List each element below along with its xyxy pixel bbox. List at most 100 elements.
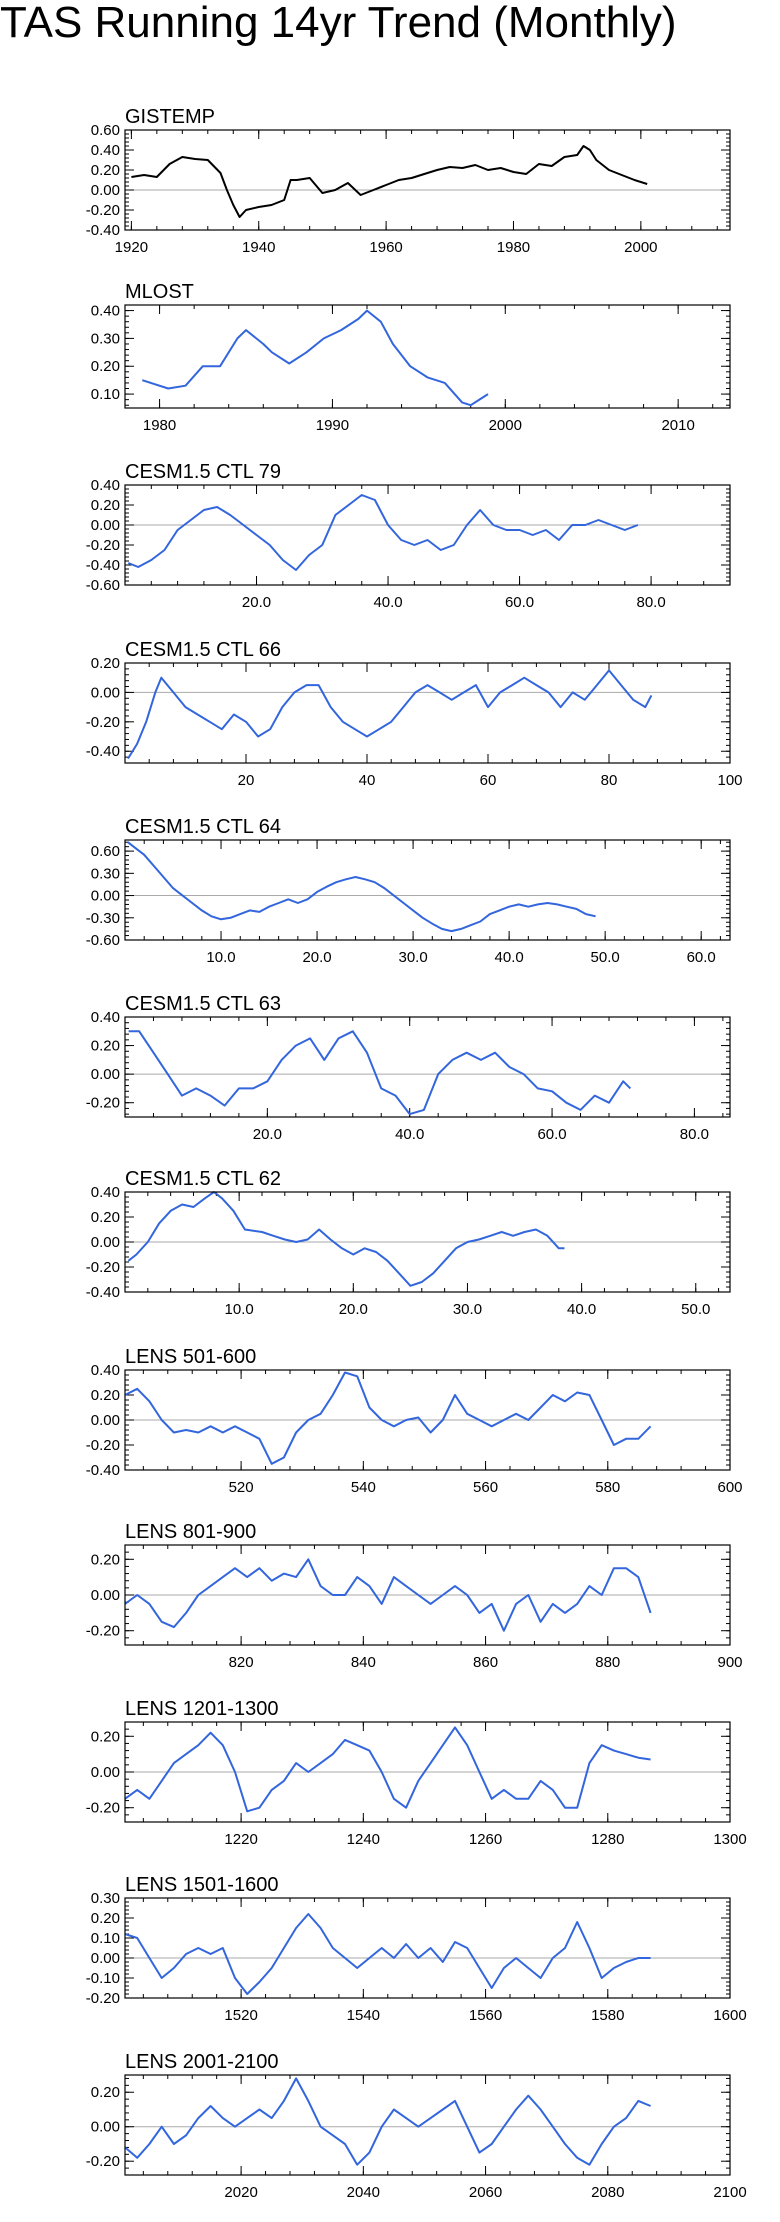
x-tick-label: 1220 <box>224 1831 257 1848</box>
y-tick-label: -0.20 <box>86 537 120 554</box>
y-tick-label: 0.40 <box>91 142 120 159</box>
x-tick-label: 520 <box>229 1479 254 1496</box>
y-tick-label: -0.20 <box>86 202 120 219</box>
y-tick-label: 0.60 <box>91 122 120 139</box>
chart-title: LENS 2001-2100 <box>125 2051 278 2073</box>
x-tick-label: 2100 <box>713 2184 746 2201</box>
y-tick-label: 0.00 <box>91 1412 120 1429</box>
x-tick-label: 60.0 <box>505 594 534 611</box>
x-tick-label: 600 <box>717 1479 742 1496</box>
chart-panel: CESM1.5 CTL 79 20.0 40.0 60.0 80.0 -0.60 -0.40… <box>86 461 731 611</box>
x-tick-label: 1980 <box>143 417 176 434</box>
y-tick-label: 0.00 <box>91 1066 120 1083</box>
plot-frame <box>124 1016 731 1118</box>
x-tick-label: 2040 <box>347 2184 380 2201</box>
x-tick-label: 2000 <box>489 417 522 434</box>
plot-frame <box>124 1721 731 1823</box>
chart-panel: MLOST 1980 1990 2000 2010 0.10 0.20 0.30 0.40 <box>91 281 731 434</box>
x-tick-label: 20 <box>238 772 255 789</box>
x-tick-label: 40.0 <box>395 1126 424 1143</box>
y-tick-label: 0.00 <box>91 1234 120 1251</box>
y-tick-label: 0.00 <box>91 1587 120 1604</box>
chart-panel: CESM1.5 CTL 66 20 40 60 80 100 -0.40 -0.20 0.00 0… <box>86 639 743 789</box>
x-tick-label: 1280 <box>591 1831 624 1848</box>
chart-panel: GISTEMP 1920 1940 1960 1980 2000 -0.40 -0.20 0.0… <box>86 106 731 256</box>
y-tick-label: 0.00 <box>91 888 120 905</box>
series-line <box>124 1371 652 1465</box>
x-tick-label: 580 <box>595 1479 620 1496</box>
y-tick-label: 0.20 <box>91 1038 120 1055</box>
y-tick-label: 0.30 <box>91 330 120 347</box>
x-tick-label: 30.0 <box>453 1301 482 1318</box>
y-tick-label: -0.60 <box>86 932 120 949</box>
y-tick-label: -0.20 <box>86 1990 120 2007</box>
chart-title: MLOST <box>125 281 194 303</box>
x-tick-label: 1940 <box>242 239 275 256</box>
chart-panel: LENS 2001-2100 2020 2040 2060 2080 2100 -0.20 0… <box>86 2051 747 2201</box>
y-tick-label: 0.20 <box>91 1387 120 1404</box>
plot-frame <box>124 2074 731 2176</box>
plot-frame <box>124 1544 731 1646</box>
y-tick-label: -0.20 <box>86 2153 120 2170</box>
plot-frame <box>124 662 731 764</box>
y-tick-label: 0.40 <box>91 1362 120 1379</box>
x-tick-label: 1960 <box>369 239 402 256</box>
y-tick-label: -0.20 <box>86 1623 120 1640</box>
x-tick-label: 820 <box>229 1654 254 1671</box>
x-tick-label: 40.0 <box>373 594 402 611</box>
y-tick-label: 0.20 <box>91 162 120 179</box>
y-tick-label: -0.20 <box>86 1095 120 1112</box>
x-tick-label: 540 <box>351 1479 376 1496</box>
x-tick-label: 1600 <box>713 2007 746 2024</box>
x-tick-label: 2060 <box>469 2184 502 2201</box>
chart-panel: LENS 501-600 520 540 560 580 600 -0.40 -0.20 0.0… <box>86 1346 743 1496</box>
chart-panel: CESM1.5 CTL 64 10.0 20.0 30.0 40.0 50.0 60.0 -0… <box>86 816 731 966</box>
chart-panel: LENS 801-900 820 840 860 880 900 -0.20 0.00 0.20 <box>86 1521 743 1671</box>
x-tick-label: 50.0 <box>591 949 620 966</box>
y-tick-label: -0.20 <box>86 714 120 731</box>
x-tick-label: 1560 <box>469 2007 502 2024</box>
chart-title: CESM1.5 CTL 79 <box>125 461 281 483</box>
series-line <box>128 1030 632 1116</box>
x-tick-label: 1300 <box>713 1831 746 1848</box>
x-tick-label: 560 <box>473 1479 498 1496</box>
x-tick-label: 1260 <box>469 1831 502 1848</box>
chart-title: CESM1.5 CTL 66 <box>125 639 281 661</box>
y-tick-label: -0.30 <box>86 910 120 927</box>
chart-title: CESM1.5 CTL 64 <box>125 816 281 838</box>
y-tick-label: 0.20 <box>91 655 120 672</box>
x-tick-label: 1990 <box>316 417 349 434</box>
chart-panel: LENS 1501-1600 1520 1540 1560 1580 1600 -0.20 -… <box>86 1874 747 2024</box>
chart-title: GISTEMP <box>125 106 215 128</box>
x-tick-label: 10.0 <box>225 1301 254 1318</box>
y-tick-label: 0.00 <box>91 1950 120 1967</box>
plot-frame <box>124 839 731 941</box>
x-tick-label: 80.0 <box>636 594 665 611</box>
y-tick-label: 0.40 <box>91 1184 120 1201</box>
x-tick-label: 2010 <box>661 417 694 434</box>
y-tick-label: 0.60 <box>91 843 120 860</box>
x-tick-label: 900 <box>717 1654 742 1671</box>
x-tick-label: 880 <box>595 1654 620 1671</box>
series-line <box>127 1191 565 1287</box>
x-tick-label: 1520 <box>224 2007 257 2024</box>
x-tick-label: 1980 <box>497 239 530 256</box>
y-tick-label: 0.00 <box>91 2119 120 2136</box>
y-tick-label: 0.10 <box>91 386 120 403</box>
x-tick-label: 1580 <box>591 2007 624 2024</box>
series-line <box>124 1558 652 1632</box>
series-line <box>141 309 489 407</box>
plot-frame <box>124 484 731 586</box>
x-tick-label: 20.0 <box>302 949 331 966</box>
y-tick-label: 0.20 <box>91 497 120 514</box>
plot-frame <box>124 129 731 231</box>
y-tick-label: 0.20 <box>91 1551 120 1568</box>
y-tick-label: 0.40 <box>91 303 120 320</box>
y-tick-label: -0.40 <box>86 1462 120 1479</box>
y-tick-label: 0.20 <box>91 1728 120 1745</box>
chart-panel: CESM1.5 CTL 63 20.0 40.0 60.0 80.0 -0.20 0.00 0… <box>86 993 731 1143</box>
y-tick-label: 0.00 <box>91 182 120 199</box>
x-tick-label: 1920 <box>115 239 148 256</box>
x-tick-label: 20.0 <box>242 594 271 611</box>
